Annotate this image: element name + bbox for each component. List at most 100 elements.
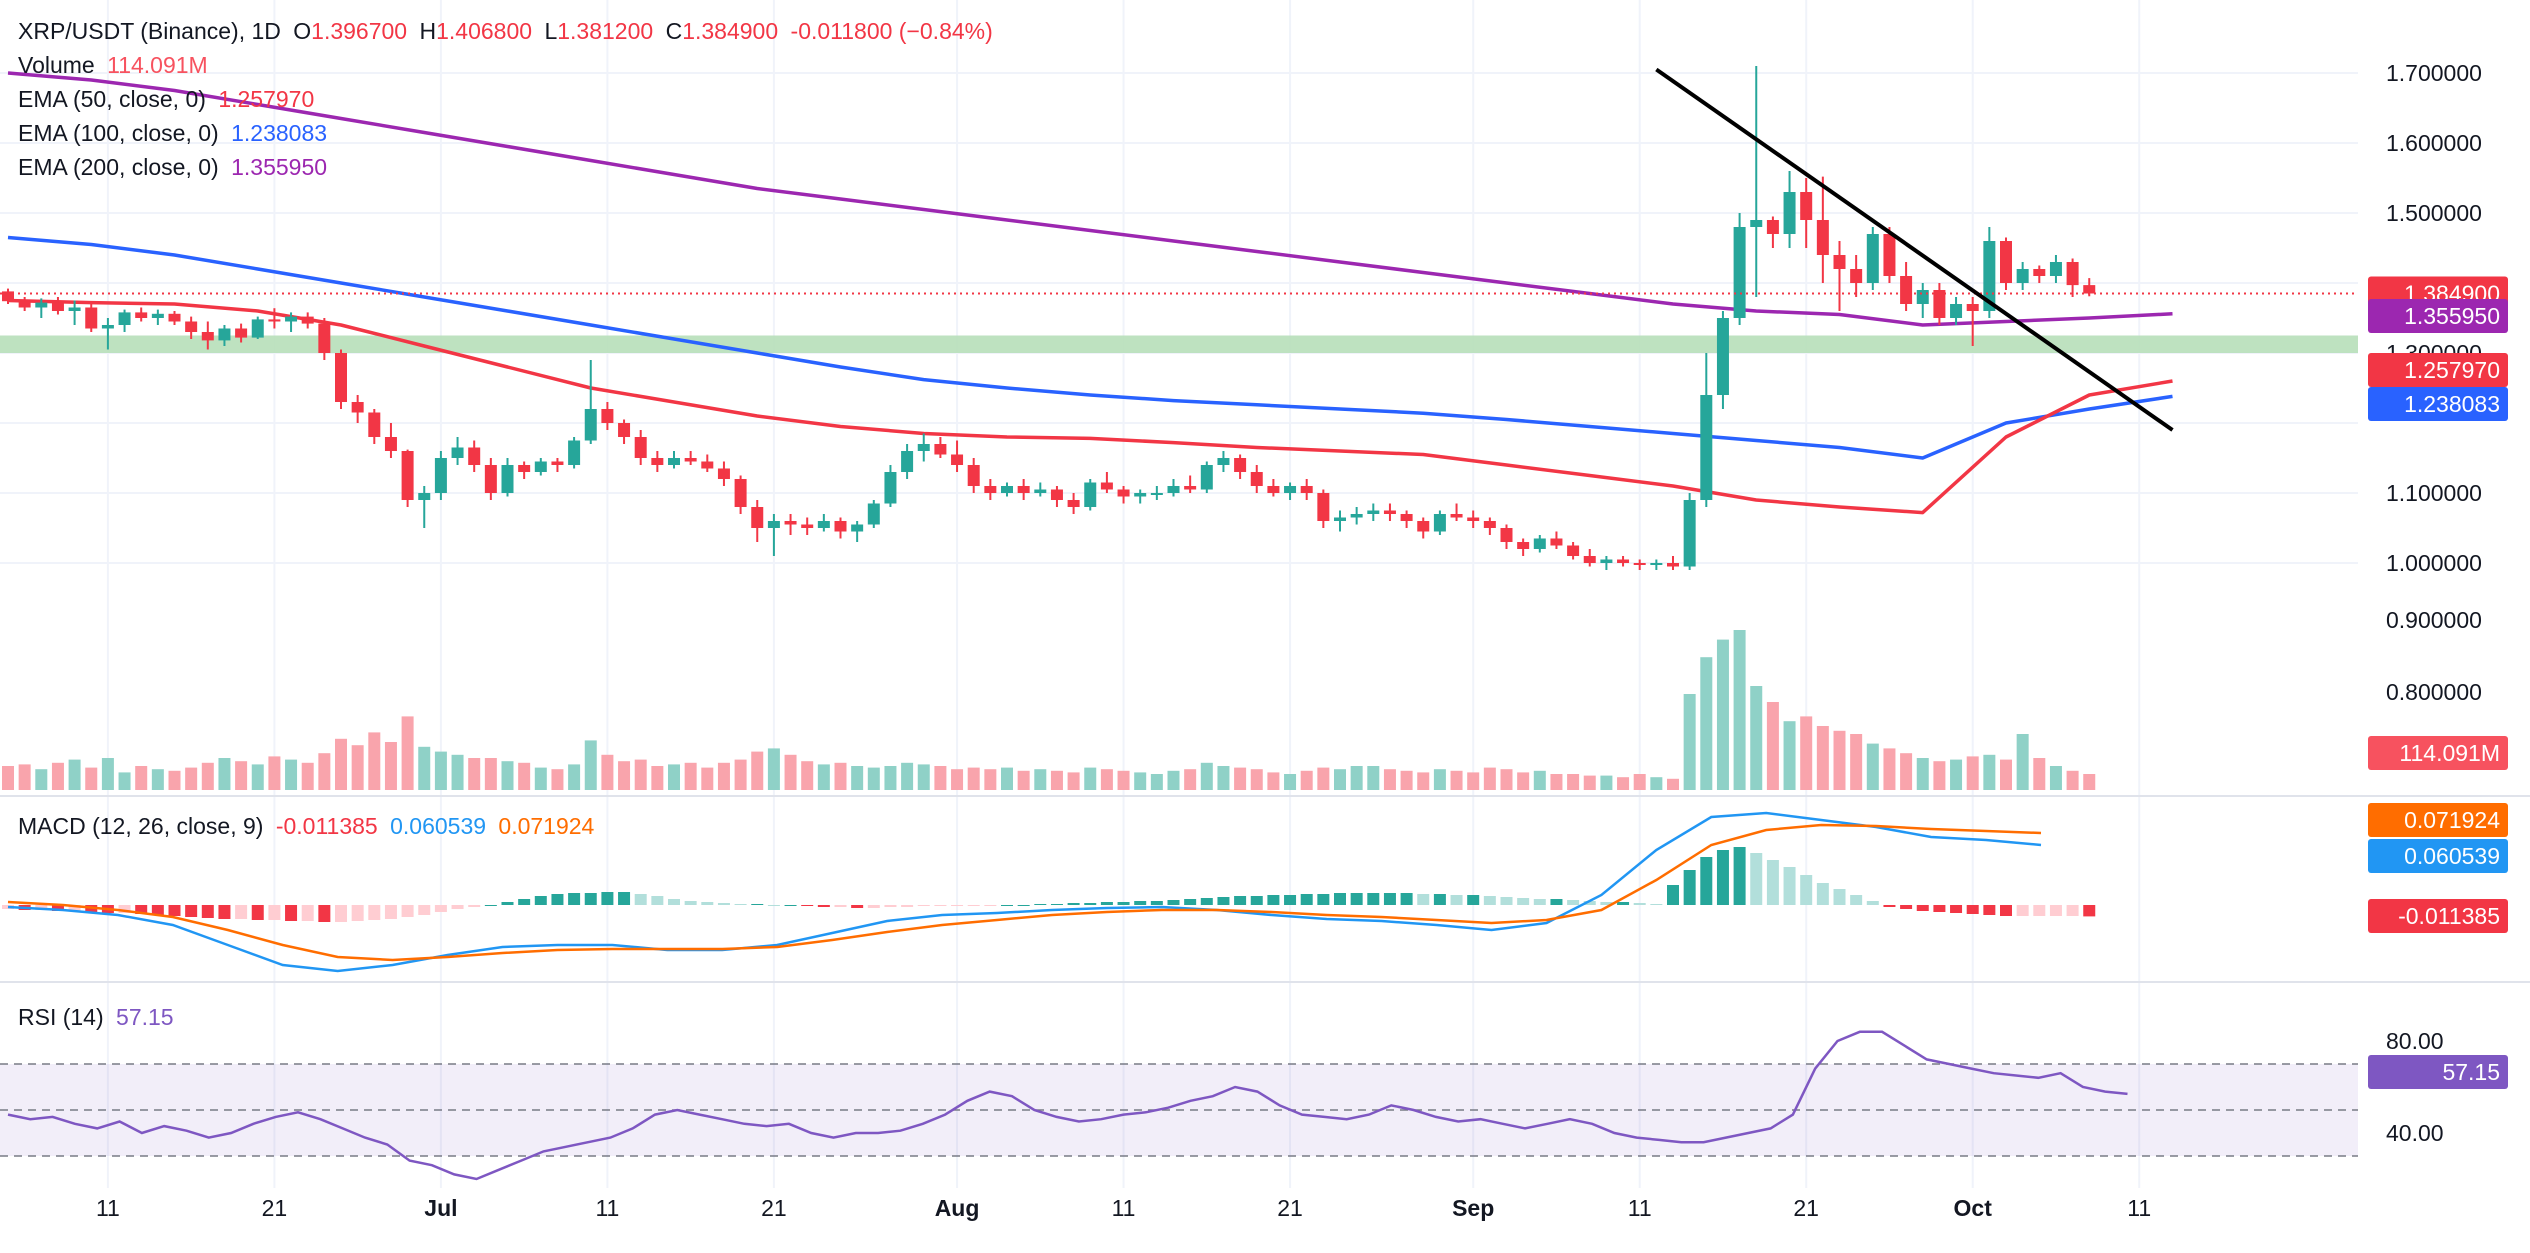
volume-bar (1433, 769, 1446, 790)
ema50-legend[interactable]: EMA (50, close, 0) 1.257970 (18, 82, 320, 116)
volume-bar (318, 753, 331, 790)
candle-body (1001, 486, 1013, 493)
volume-bar (1383, 769, 1396, 790)
volume-bar (584, 740, 597, 790)
volume-bar (468, 758, 481, 790)
volume-bar (534, 767, 547, 790)
macd-hist-bar (1300, 894, 1313, 905)
macd-hist-bar (1733, 847, 1746, 905)
volume-bar (1650, 777, 1663, 790)
volume-bar (384, 742, 397, 790)
macd-line (7, 811, 2042, 973)
macd-hist-bar (1067, 903, 1080, 905)
candle-body (1800, 192, 1813, 220)
candle-body (951, 454, 964, 465)
macd-hist-bar (1317, 894, 1330, 905)
candle-body (2049, 262, 2062, 276)
rsi-tick-label: 40.00 (2386, 1120, 2444, 1146)
macd-hist-bar (1100, 902, 1113, 905)
volume-bar (1617, 777, 1630, 790)
volume-bar (1733, 630, 1746, 790)
volume-bar (2016, 734, 2029, 790)
signal-line (7, 823, 2042, 962)
volume-tag: 114.091M (2399, 740, 2500, 766)
macd-hist-bar (201, 905, 214, 918)
volume-bar (2049, 766, 2062, 790)
candles[interactable] (0, 66, 2358, 570)
candle-body (1900, 276, 1913, 304)
macd-hist-bar (1050, 904, 1063, 905)
macd-signal-value: 0.071924 (498, 813, 595, 839)
time-axis[interactable]: 21Jun1121Jul1121Aug1121Sep1121Oct11 (0, 1195, 2151, 1221)
macd-hist-bar (335, 905, 347, 922)
change-value: -0.011800 (−0.84%) (790, 18, 993, 44)
trendline[interactable] (1655, 67, 2174, 432)
macd-tag: 0.060539 (2404, 843, 2500, 869)
volume-bar (1334, 769, 1346, 790)
macd-hist-bar (634, 894, 647, 905)
volume-bar (151, 769, 164, 790)
volume-bar (18, 764, 31, 790)
volume-bar (1766, 702, 1779, 790)
candle-body (1583, 556, 1596, 563)
volume-bar (218, 758, 231, 790)
candle-body (1883, 234, 1896, 276)
macd-hist-bar (1350, 893, 1363, 905)
macd-hist-bar (1667, 885, 1679, 905)
time-tick-label: Aug (935, 1195, 980, 1221)
volume-bar (1300, 770, 1313, 790)
candle-body (1217, 458, 1230, 465)
macd-label: MACD (12, 26, close, 9) (18, 813, 264, 839)
volume-bar (917, 764, 930, 790)
macd-hist-bar (1267, 895, 1280, 905)
candle-body (1683, 500, 1696, 567)
price-axis[interactable]: 1.0000001.1000001.3000001.5000001.600000… (2386, 60, 2482, 1146)
candle-body (268, 319, 281, 322)
volume-legend[interactable]: Volume 114.091M (18, 48, 214, 82)
rsi-legend[interactable]: RSI (14) 57.15 (18, 1000, 180, 1034)
candle-body (1417, 521, 1430, 532)
volume-bar (1916, 758, 1929, 790)
candle-body (1200, 465, 1213, 490)
low-value: 1.381200 (557, 18, 654, 44)
volume-bar (618, 761, 631, 790)
candle-body (68, 307, 81, 311)
macd-hist-bar (1117, 902, 1130, 905)
support-zone (0, 335, 2358, 353)
macd-pane[interactable] (2, 811, 2096, 973)
volume-bar (1167, 770, 1180, 790)
volume-bar (484, 758, 497, 790)
macd-hist-bar (1866, 901, 1879, 905)
volume-bar (1150, 774, 1163, 790)
macd-hist-tag-bg (2368, 899, 2508, 933)
volume-bar (668, 764, 680, 790)
candle-body (751, 507, 764, 528)
volume-bar (418, 746, 431, 790)
candle-body (318, 323, 331, 353)
ema100-legend[interactable]: EMA (100, close, 0) 1.238083 (18, 116, 333, 150)
macd-legend[interactable]: MACD (12, 26, close, 9) -0.011385 0.0605… (18, 809, 600, 843)
candle-body (701, 461, 714, 469)
candle-body (1400, 514, 1413, 521)
macd-hist-bar (1750, 853, 1763, 905)
rsi-pane[interactable] (0, 1030, 2358, 1181)
ema200-legend[interactable]: EMA (200, close, 0) 1.355950 (18, 150, 333, 184)
macd-hist-bar (2000, 905, 2012, 916)
symbol-title[interactable]: XRP/USDT (Binance), 1D (18, 18, 281, 44)
macd-hist-bar (1600, 902, 1613, 905)
volume-bar (1533, 770, 1546, 790)
candle-body (2016, 269, 2029, 283)
time-tick-label: 21 (262, 1195, 288, 1221)
support-zone-band (0, 335, 2358, 353)
rsi-line (7, 1030, 2128, 1181)
macd-hist-bar (584, 893, 597, 905)
candle-body (418, 493, 431, 500)
macd-hist-bar (1550, 899, 1563, 905)
macd-hist-bar (268, 905, 281, 920)
volume-bar (1084, 767, 1097, 790)
volume-bar (1883, 748, 1896, 790)
macd-hist-bar (701, 902, 714, 905)
volume-bar (1417, 772, 1430, 790)
macd-signal-tag: 0.071924 (2404, 807, 2500, 833)
